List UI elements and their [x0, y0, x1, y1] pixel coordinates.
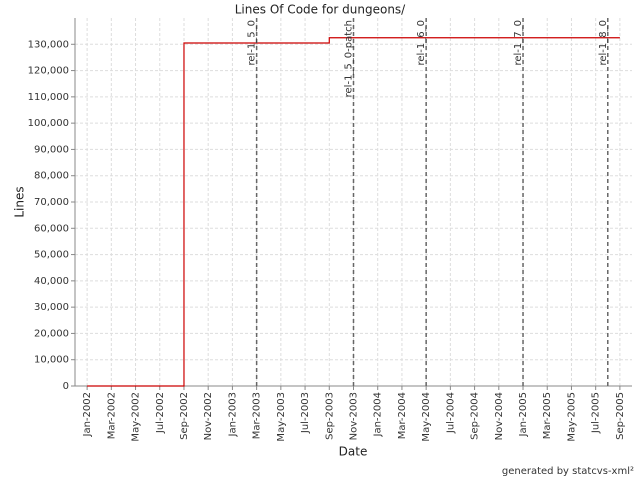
x-tick-label: Jul-2002 [155, 392, 166, 434]
y-tick-label: 10,000 [34, 355, 69, 366]
x-axis-title: Date [339, 445, 368, 459]
y-tick-label: 80,000 [34, 171, 69, 182]
y-tick-label: 120,000 [28, 66, 69, 77]
y-tick-label: 30,000 [34, 302, 69, 313]
y-axis-title: Lines [13, 186, 27, 217]
x-tick-label: Jul-2005 [591, 392, 602, 434]
x-tick-label: Mar-2004 [397, 392, 408, 439]
x-tick-label: Mar-2003 [252, 392, 263, 439]
x-tick-label: Sep-2004 [470, 392, 481, 440]
x-tick-label: Mar-2005 [542, 392, 553, 439]
x-tick-label: Nov-2003 [349, 392, 360, 440]
y-tick-label: 20,000 [34, 328, 69, 339]
x-tick-label: Jul-2004 [445, 392, 456, 434]
x-tick-label: May-2004 [421, 392, 432, 442]
x-tick-label: Sep-2002 [179, 392, 190, 440]
release-label: rel-1_5_0-patch [344, 20, 355, 97]
x-tick-label: May-2005 [566, 392, 577, 442]
x-tick-label: Mar-2002 [106, 392, 117, 439]
y-tick-label: 60,000 [34, 223, 69, 234]
x-tick-label: Sep-2003 [324, 392, 335, 440]
x-tick-label: Sep-2005 [615, 392, 626, 440]
chart-title: Lines Of Code for dungeons/ [235, 3, 406, 17]
y-tick-label: 70,000 [34, 197, 69, 208]
x-tick-label: Jan-2003 [227, 392, 238, 437]
y-tick-label: 40,000 [34, 276, 69, 287]
x-tick-label: Nov-2002 [203, 392, 214, 440]
x-tick-label: Jan-2002 [82, 392, 93, 437]
y-tick-label: 0 [63, 381, 69, 392]
release-label: rel-1_6_0 [416, 20, 427, 66]
footer: generated by statcvs-xml² [502, 466, 634, 477]
x-tick-label: Jan-2004 [373, 392, 384, 437]
x-tick-label: May-2002 [131, 392, 142, 442]
x-tick-label: May-2003 [276, 392, 287, 442]
release-label: rel-1_7_0 [513, 20, 524, 66]
y-tick-label: 100,000 [28, 118, 69, 129]
y-tick-label: 90,000 [34, 144, 69, 155]
y-tick-label: 50,000 [34, 250, 69, 261]
x-tick-label: Jan-2005 [518, 392, 529, 437]
release-label: rel-1_5_0 [247, 20, 258, 66]
x-tick-label: Jul-2003 [300, 392, 311, 434]
y-tick-label: 110,000 [28, 92, 69, 103]
y-tick-label: 130,000 [28, 39, 69, 50]
x-tick-label: Nov-2004 [494, 392, 505, 440]
release-label: rel-1_8_0 [598, 20, 609, 66]
